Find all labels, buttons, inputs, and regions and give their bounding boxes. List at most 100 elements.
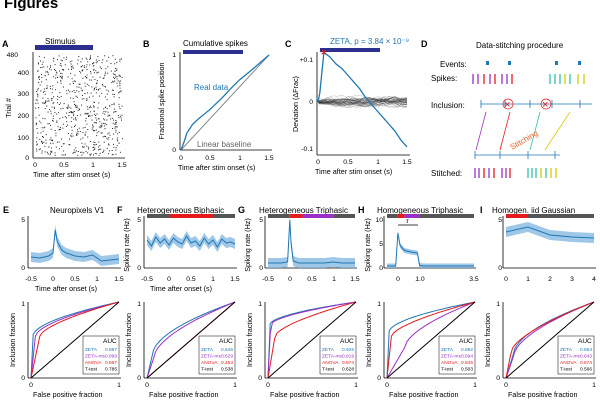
- raster-spike: [77, 109, 79, 111]
- raster-spike: [41, 77, 43, 79]
- raster-spike: [93, 68, 95, 70]
- auc-method: ANOVA: [201, 360, 218, 366]
- raster-spike: [60, 80, 62, 82]
- raster-spike: [67, 104, 69, 106]
- raster-spike: [51, 151, 53, 153]
- raster-spike: [42, 61, 44, 63]
- raster-spike: [53, 57, 55, 59]
- raster-spike: [118, 74, 120, 76]
- raster-spike: [88, 146, 90, 148]
- raster-spike: [37, 132, 39, 134]
- roc-curve-anova: [30, 301, 120, 379]
- raster-spike: [121, 119, 122, 121]
- raster-spike: [95, 129, 97, 131]
- raster-spike: [112, 153, 114, 155]
- raster-spike: [38, 149, 40, 151]
- raster-spike: [50, 69, 52, 71]
- raster-spike: [43, 141, 45, 143]
- raster-spike: [49, 65, 51, 67]
- raster-spike: [84, 143, 86, 145]
- panel-d-inclusion-label: Inclusion:: [431, 101, 465, 110]
- exclusion-circle: [502, 98, 514, 110]
- raster-spike: [58, 148, 60, 150]
- panel-c-xtick: 0: [316, 159, 320, 166]
- raster-spike: [61, 154, 63, 156]
- raster-spike: [59, 76, 61, 78]
- raster-spike: [121, 105, 123, 107]
- raster-spike: [109, 115, 111, 117]
- roc-ytick: 1: [496, 301, 500, 308]
- raster-spike: [107, 115, 109, 117]
- raster-spike: [92, 69, 94, 71]
- raster-spike: [114, 126, 116, 128]
- raster-spike: [50, 88, 51, 90]
- raster-spike: [101, 151, 103, 153]
- raster-spike: [113, 96, 115, 98]
- panel-g-title: Heterogeneous Triphasic: [259, 206, 348, 215]
- raster-spike: [74, 80, 76, 82]
- raster-spike: [95, 70, 97, 72]
- raster-spike: [67, 106, 69, 108]
- raster-spike: [113, 119, 114, 121]
- raster-spike: [60, 102, 61, 104]
- raster-spike: [43, 136, 44, 138]
- raster-spike: [40, 90, 42, 92]
- raster-spike: [114, 67, 116, 69]
- raster-spike: [44, 126, 46, 128]
- raster-spike: [120, 91, 122, 93]
- raster-spike: [45, 71, 47, 73]
- roc-ytick: 0: [137, 375, 141, 382]
- raster-spike: [71, 78, 73, 80]
- figure-heading: Figures: [4, 0, 58, 12]
- raster-spike: [88, 107, 90, 109]
- raster-spike: [73, 113, 75, 115]
- raster-spike: [109, 134, 111, 136]
- raster-spike: [96, 135, 98, 137]
- rate-panels: E Neuropixels V1 5 0 -0.5 0 0.5 1 1.5 Ti…: [3, 205, 596, 293]
- raster-spike: [54, 154, 56, 156]
- raster-spike: [50, 128, 52, 130]
- raster-spike: [56, 121, 58, 123]
- panel-a: A Stimulus 480 400 300 200 100 0 0 0.5 1…: [2, 37, 127, 179]
- panel-g-ytick: 0: [259, 265, 263, 272]
- raster-spike: [72, 152, 74, 154]
- raster-spike: [88, 85, 90, 87]
- panel-h-xtick: 3.5: [469, 276, 479, 283]
- raster-spike: [113, 111, 115, 113]
- auc-value: 0.919: [342, 354, 354, 360]
- raster-spike: [113, 76, 114, 78]
- raster-spike: [83, 98, 85, 100]
- shuffled-trace: [317, 97, 407, 104]
- auc-header: AUC: [219, 338, 233, 345]
- raster-spike: [90, 111, 92, 113]
- condition-bar: [419, 214, 474, 218]
- raster-spike: [73, 115, 74, 117]
- raster-spike: [116, 121, 117, 123]
- panel-a-ytick: 0: [25, 155, 29, 162]
- raster-spike: [80, 66, 82, 68]
- raster-spike: [85, 112, 87, 114]
- raster-spike: [119, 84, 121, 86]
- shuffled-trace: [317, 97, 408, 104]
- panel-c-real-data: [317, 51, 408, 148]
- raster-spike: [98, 88, 99, 90]
- raster-spike: [72, 135, 74, 137]
- roc-xlabel: False positive fraction: [149, 390, 219, 399]
- raster-spike: [42, 97, 44, 99]
- raster-spike: [108, 114, 110, 116]
- raster-spike: [42, 136, 43, 137]
- roc-curve-t-test: [505, 301, 595, 379]
- raster-spike: [102, 78, 104, 79]
- panel-a-label: A: [2, 39, 9, 49]
- stitch-connector: [529, 111, 541, 151]
- condition-bar: [397, 214, 405, 218]
- raster-spike: [89, 105, 91, 107]
- raster-spike: [114, 74, 116, 76]
- rate-line: [268, 219, 355, 264]
- raster-spike: [70, 111, 72, 112]
- raster-spike: [70, 63, 72, 65]
- raster-spike: [52, 140, 53, 142]
- raster-spike: [36, 91, 38, 92]
- rate-line: [146, 235, 236, 248]
